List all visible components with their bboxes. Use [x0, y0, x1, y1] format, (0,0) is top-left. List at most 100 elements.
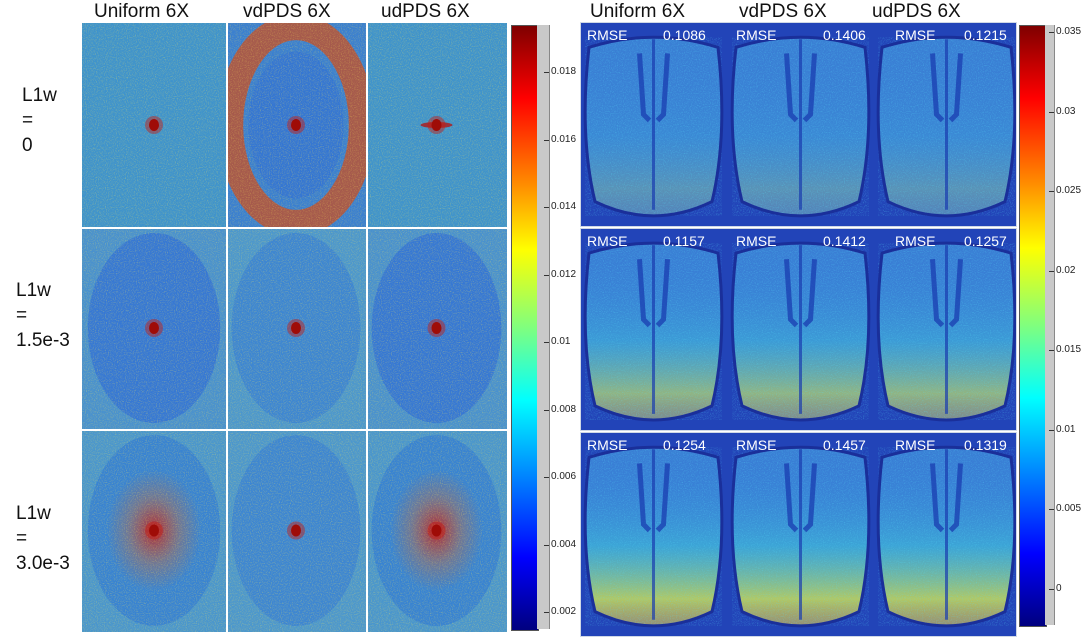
rmse-value: 0.1086 [663, 27, 706, 43]
noise-map-graphic [366, 227, 507, 429]
noise-map-graphic [82, 23, 226, 227]
error-map-graphic [581, 229, 1016, 430]
rmse-value: 0.1412 [823, 233, 866, 249]
rmse-value: 0.1254 [663, 437, 706, 453]
right-colorbar-tick-label: 0.03 [1056, 105, 1076, 117]
left-image-grid [82, 23, 509, 633]
rmse-label: RMSE [736, 27, 777, 43]
right-colorbar-tick [1049, 32, 1054, 33]
left-colorbar-tick-label: 0.014 [551, 201, 577, 212]
left-colorbar-tick-label: 0.006 [551, 471, 577, 482]
left-colorbar-tick-label: 0.008 [551, 403, 577, 415]
noise-map-r1-c1 [226, 227, 366, 429]
rmse-label: RMSE [895, 233, 936, 249]
left-colorbar-tick [544, 139, 549, 141]
right-colorbar-tick [1049, 191, 1054, 192]
noise-map-r0-c2 [366, 23, 507, 227]
left-colorbar-tick [544, 274, 549, 276]
right-colorbar-tick [1049, 350, 1054, 351]
rmse-label: RMSE [895, 27, 936, 43]
row-label-1-line-1: L1w [16, 280, 51, 301]
error-map-graphic [581, 433, 1016, 636]
left-colorbar-tick-label: 0.01 [551, 336, 571, 347]
brain-map [876, 35, 1016, 218]
noise-map-r1-c0 [82, 227, 226, 429]
row-label-2-line-1: L1w [16, 503, 51, 524]
right-colorbar-tick-label: 0.015 [1056, 344, 1082, 355]
noise-map-r2-c1 [226, 429, 366, 632]
rmse-label: RMSE [587, 27, 628, 43]
right-col-head-udpds: udPDS 6X [872, 1, 961, 22]
row-label-0-line-3: 0 [22, 135, 33, 156]
rmse-value: 0.1457 [823, 437, 866, 453]
left-colorbar-tick-label: 0.018 [551, 66, 577, 77]
left-colorbar-tick [544, 207, 549, 208]
right-colorbar-tick [1049, 429, 1054, 431]
grid-separator-horizontal [82, 227, 509, 229]
row-label-1-line-3: 1.5e-3 [16, 330, 70, 351]
noise-map-graphic [226, 227, 366, 429]
rmse-value: 0.1157 [663, 233, 705, 249]
rmse-label: RMSE [587, 233, 628, 249]
left-colorbar-tick [544, 409, 549, 411]
noise-map-graphic [366, 429, 507, 632]
rmse-value: 0.1406 [823, 27, 866, 43]
brain-map [583, 241, 724, 422]
rmse-label: RMSE [895, 437, 936, 453]
right-colorbar-gradient [1019, 25, 1047, 627]
right-image-grid: RMSE 0.1086 RMSE 0.1406 RMSE 0.1215 RMSE 0.1157… [580, 22, 1017, 637]
rmse-label: RMSE [587, 437, 628, 453]
brain-map [730, 445, 871, 628]
row-label-0: L1w = 0 [22, 83, 92, 158]
right-colorbar-tick [1049, 509, 1054, 510]
brain-map [876, 445, 1016, 628]
rmse-value: 0.1215 [964, 27, 1007, 43]
noise-map-r0-c1 [226, 23, 366, 227]
error-map-row-1: RMSE 0.1157 RMSE 0.1412 RMSE 0.1257 [580, 228, 1017, 431]
right-colorbar-tick [1049, 588, 1054, 590]
right-colorbar-tick-label: 0.01 [1056, 423, 1076, 435]
row-label-0-line-1: L1w [22, 85, 57, 106]
right-colorbar-tick-label: 0 [1056, 582, 1062, 594]
left-colorbar-tick [544, 544, 549, 546]
row-label-2: L1w = 3.0e-3 [16, 501, 86, 576]
brain-map [583, 35, 724, 218]
right-colorbar-tick [1049, 270, 1054, 272]
row-label-0-line-2: = [22, 110, 34, 131]
rmse-label: RMSE [736, 233, 777, 249]
rmse-value: 0.1257 [964, 233, 1007, 249]
right-colorbar-tick-label: 0.035 [1056, 26, 1082, 37]
left-col-head-vdpds: vdPDS 6X [243, 1, 331, 22]
left-colorbar-tick-label: 0.002 [551, 606, 577, 617]
grid-separator-vertical [366, 23, 368, 633]
noise-map-graphic [226, 429, 366, 632]
error-map-graphic [581, 23, 1016, 226]
right-colorbar-tick-label: 0.005 [1056, 503, 1082, 514]
left-colorbar-tick-label: 0.004 [551, 538, 577, 550]
grid-separator-vertical [226, 23, 228, 633]
right-colorbar-tick [1049, 111, 1054, 113]
row-label-2-line-2: = [16, 528, 28, 549]
left-colorbar-tick [544, 477, 549, 478]
brain-map [730, 241, 871, 422]
right-colorbar-axis [1045, 25, 1055, 625]
right-col-head-uniform: Uniform 6X [590, 1, 686, 22]
noise-map-graphic [82, 227, 226, 429]
right-colorbar-tick-label: 0.02 [1056, 264, 1076, 276]
left-colorbar-tick [544, 612, 549, 613]
right-col-head-vdpds: vdPDS 6X [739, 1, 827, 22]
noise-map-r1-c2 [366, 227, 507, 429]
left-colorbar-gradient [511, 25, 539, 631]
brain-map [730, 35, 871, 218]
noise-map-graphic [82, 429, 226, 632]
error-map-row-0: RMSE 0.1086 RMSE 0.1406 RMSE 0.1215 [580, 22, 1017, 227]
noise-map-graphic [366, 23, 507, 227]
noise-map-r2-c0 [82, 429, 226, 632]
brain-map [876, 241, 1016, 422]
error-map-row-2: RMSE 0.1254 RMSE 0.1457 RMSE 0.1319 [580, 432, 1017, 637]
noise-map-r2-c2 [366, 429, 507, 632]
rmse-value: 0.1319 [964, 437, 1007, 453]
left-colorbar-tick-label: 0.016 [551, 133, 577, 145]
left-colorbar-axis [537, 25, 550, 629]
left-colorbar: 0.018 0.016 0.014 0.012 0.01 0.008 0.006 0.004 0… [511, 25, 591, 633]
